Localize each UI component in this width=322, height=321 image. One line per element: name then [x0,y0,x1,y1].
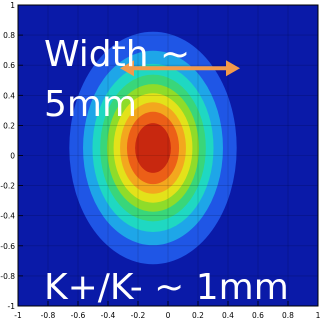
x-tick-label: 0.4 [222,311,234,320]
intensity-contours [69,31,237,265]
y-axis-ticks: 1 0.8 0.6 0.4 0.2 0 -0.2 -0.4 -0.6 -0.8 -1 [0,1,23,311]
y-tick-label: -1 [8,302,16,311]
width-annotation-line2: 5mm [44,84,137,125]
x-tick-label: 0.2 [192,311,204,320]
y-tick-label: 1 [10,1,15,10]
kk-annotation: K+/K- ~ 1mm [44,267,289,308]
y-tick-label: -0.6 [0,242,15,251]
x-tick-label: 0.8 [282,311,294,320]
x-tick-label: -0.6 [71,311,86,320]
x-tick-label: 0 [166,311,171,320]
y-tick-label: -0.2 [0,182,15,191]
y-tick-label: 0.2 [3,121,15,130]
x-tick-label: 0.6 [252,311,264,320]
x-tick-label: -0.2 [131,311,146,320]
y-tick-label: 0.4 [3,91,15,100]
x-axis-ticks: -1 -0.8 -0.6 -0.4 -0.2 0 0.2 0.4 0.6 0.8 1 [14,301,321,320]
y-tick-label: -0.8 [0,272,15,281]
width-arrow-left-head [120,60,134,77]
x-tick-label: 1 [316,311,321,320]
y-tick-label: -0.4 [0,212,15,221]
x-tick-label: -1 [14,311,22,320]
y-tick-label: 0 [10,152,15,161]
width-arrow-right-head [226,60,240,77]
contour-band-9 [135,123,171,173]
y-tick-label: 0.8 [3,31,15,40]
grid-lines [18,5,318,306]
x-tick-label: -0.8 [41,311,56,320]
y-tick-label: 0.6 [3,61,15,70]
width-annotation-line1: Width ~ [44,34,190,75]
x-tick-label: -0.4 [101,311,116,320]
